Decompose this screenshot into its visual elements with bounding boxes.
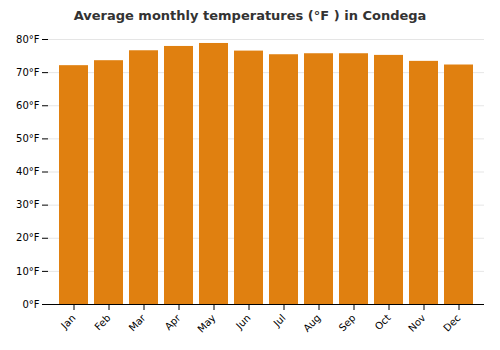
svg-text:80°F: 80°F: [16, 34, 40, 45]
svg-text:Apr: Apr: [163, 312, 184, 333]
svg-text:Dec: Dec: [441, 312, 462, 333]
svg-text:50°F: 50°F: [16, 133, 40, 144]
svg-text:40°F: 40°F: [16, 166, 40, 177]
svg-text:Oct: Oct: [373, 312, 393, 332]
svg-text:Mar: Mar: [127, 312, 149, 334]
svg-text:20°F: 20°F: [16, 232, 40, 243]
svg-text:0°F: 0°F: [22, 299, 39, 310]
svg-text:Aug: Aug: [301, 312, 323, 334]
svg-text:Jun: Jun: [233, 312, 253, 332]
html-text:Average monthly temperatures (: Average monthly temperatures (°F ) in Co…: [73, 8, 427, 23]
svg-text:60°F: 60°F: [16, 100, 40, 111]
svg-text:Jul: Jul: [271, 312, 288, 329]
svg-text:30°F: 30°F: [16, 199, 40, 210]
svg-text:70°F: 70°F: [16, 67, 40, 78]
svg-text:Sep: Sep: [337, 312, 358, 333]
svg-text:Jan: Jan: [58, 312, 77, 331]
svg-text:May: May: [195, 312, 217, 334]
svg-text:Feb: Feb: [92, 312, 112, 332]
svg-text:10°F: 10°F: [16, 266, 40, 277]
svg-text:Nov: Nov: [406, 312, 428, 334]
